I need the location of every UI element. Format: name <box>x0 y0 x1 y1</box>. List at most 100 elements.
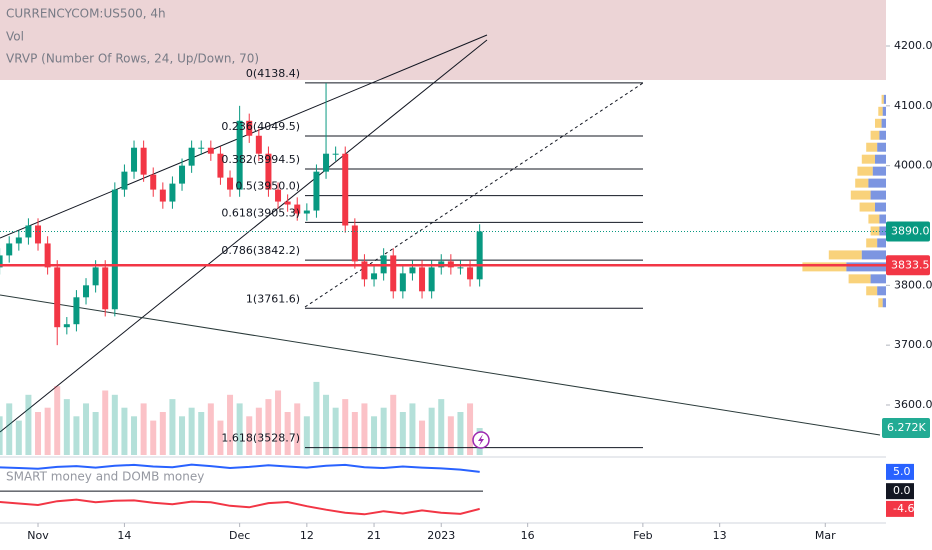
candle-body <box>342 153 349 226</box>
candle-body <box>476 231 483 280</box>
profile-up <box>868 214 880 224</box>
candle-body <box>255 135 262 154</box>
volume-tag-label: 6.272K <box>887 421 926 434</box>
volume-bar <box>207 403 214 455</box>
volume-bar <box>323 394 330 455</box>
profile-up <box>828 250 862 260</box>
volume-bar <box>294 403 301 455</box>
volume-bar <box>169 399 176 455</box>
candle-body <box>6 243 13 256</box>
x-tick-label: 13 <box>713 529 727 542</box>
candle-body <box>419 267 426 292</box>
volume-bar <box>63 399 70 455</box>
volume-bar <box>150 420 157 455</box>
trend-line <box>0 294 881 436</box>
volume-bar <box>83 403 90 455</box>
candle-body <box>169 183 176 202</box>
candle-body <box>361 261 368 280</box>
volume-bar <box>217 420 224 455</box>
volume-bar <box>6 403 13 455</box>
fib-label: 0.786(3842.2) <box>221 244 300 257</box>
price-tag-label: 3890.0 <box>891 224 930 237</box>
volume-bar <box>303 416 310 455</box>
volume-bar <box>313 381 320 455</box>
volume-bar <box>54 386 61 455</box>
volume-bar <box>419 420 426 455</box>
volume-bar <box>44 407 51 455</box>
profile-up <box>866 286 878 296</box>
profile-up <box>878 298 883 308</box>
candle-body <box>390 255 397 292</box>
profile-up <box>848 274 871 284</box>
profile-down <box>881 118 886 128</box>
candle-body <box>399 273 406 292</box>
volume-bar <box>275 390 282 455</box>
candle-body <box>140 147 147 175</box>
candle-body <box>63 324 70 328</box>
profile-down <box>872 166 886 176</box>
profile-up <box>866 142 878 152</box>
profile-up <box>850 190 871 200</box>
x-tick-label: Nov <box>27 529 49 542</box>
candle-body <box>179 165 186 184</box>
event-icon <box>478 434 484 446</box>
price-tag <box>886 221 930 242</box>
candle-body <box>73 297 80 325</box>
y-tick-label: 4200.0 <box>894 39 932 52</box>
osc-tag <box>886 483 914 500</box>
profile-down <box>877 142 886 152</box>
x-tick-label: 14 <box>117 529 131 542</box>
volume-bar <box>35 412 42 455</box>
volume-bar <box>92 412 99 455</box>
price-tag-label: 3833.5 <box>891 258 930 271</box>
candle-body <box>457 267 464 269</box>
volume-bar <box>111 394 118 455</box>
candle-body <box>207 147 214 154</box>
osc-tag <box>886 500 914 517</box>
profile-down <box>877 238 886 248</box>
volume-bar <box>380 407 387 455</box>
profile-up <box>866 238 878 248</box>
volume-bar <box>265 399 272 455</box>
y-tick-label: 4000.0 <box>894 159 932 172</box>
fib-label: 0(4138.4) <box>246 67 300 80</box>
volume-bar <box>140 403 147 455</box>
candle-body <box>83 285 90 298</box>
candle-body <box>371 273 378 280</box>
candle-body <box>159 189 166 202</box>
price-tag <box>886 255 930 276</box>
volume-bar <box>255 407 262 455</box>
volume-bar <box>447 416 454 455</box>
volume-bar <box>188 407 195 455</box>
candle-body <box>25 225 32 238</box>
volume-bar <box>361 403 368 455</box>
candle-body <box>313 171 320 211</box>
volume-bar <box>332 407 339 455</box>
profile-up <box>859 202 875 212</box>
candle-body <box>467 267 474 280</box>
volume-bar <box>102 390 109 455</box>
candle-body <box>409 267 416 274</box>
candle-body <box>275 189 282 202</box>
volume-bar <box>371 416 378 455</box>
volume-tag <box>882 418 930 439</box>
volume-bar <box>236 403 243 455</box>
profile-down <box>846 262 886 272</box>
candle-body <box>15 237 22 244</box>
profile-down <box>870 190 886 200</box>
candle-body <box>236 120 243 190</box>
candle-body <box>150 174 157 190</box>
candle-body <box>284 201 291 205</box>
volume-bar <box>159 412 166 455</box>
profile-up <box>870 130 880 140</box>
fib-label: 0.382(3994.5) <box>221 153 300 166</box>
volume-bar <box>457 412 464 455</box>
profile-up <box>861 154 875 164</box>
profile-down <box>883 94 886 104</box>
y-tick-label: 4100.0 <box>894 99 932 112</box>
x-tick-label: Feb <box>633 529 652 542</box>
zone <box>0 0 886 80</box>
fib-label: 1.618(3528.7) <box>221 432 300 445</box>
candle-body <box>102 267 109 310</box>
